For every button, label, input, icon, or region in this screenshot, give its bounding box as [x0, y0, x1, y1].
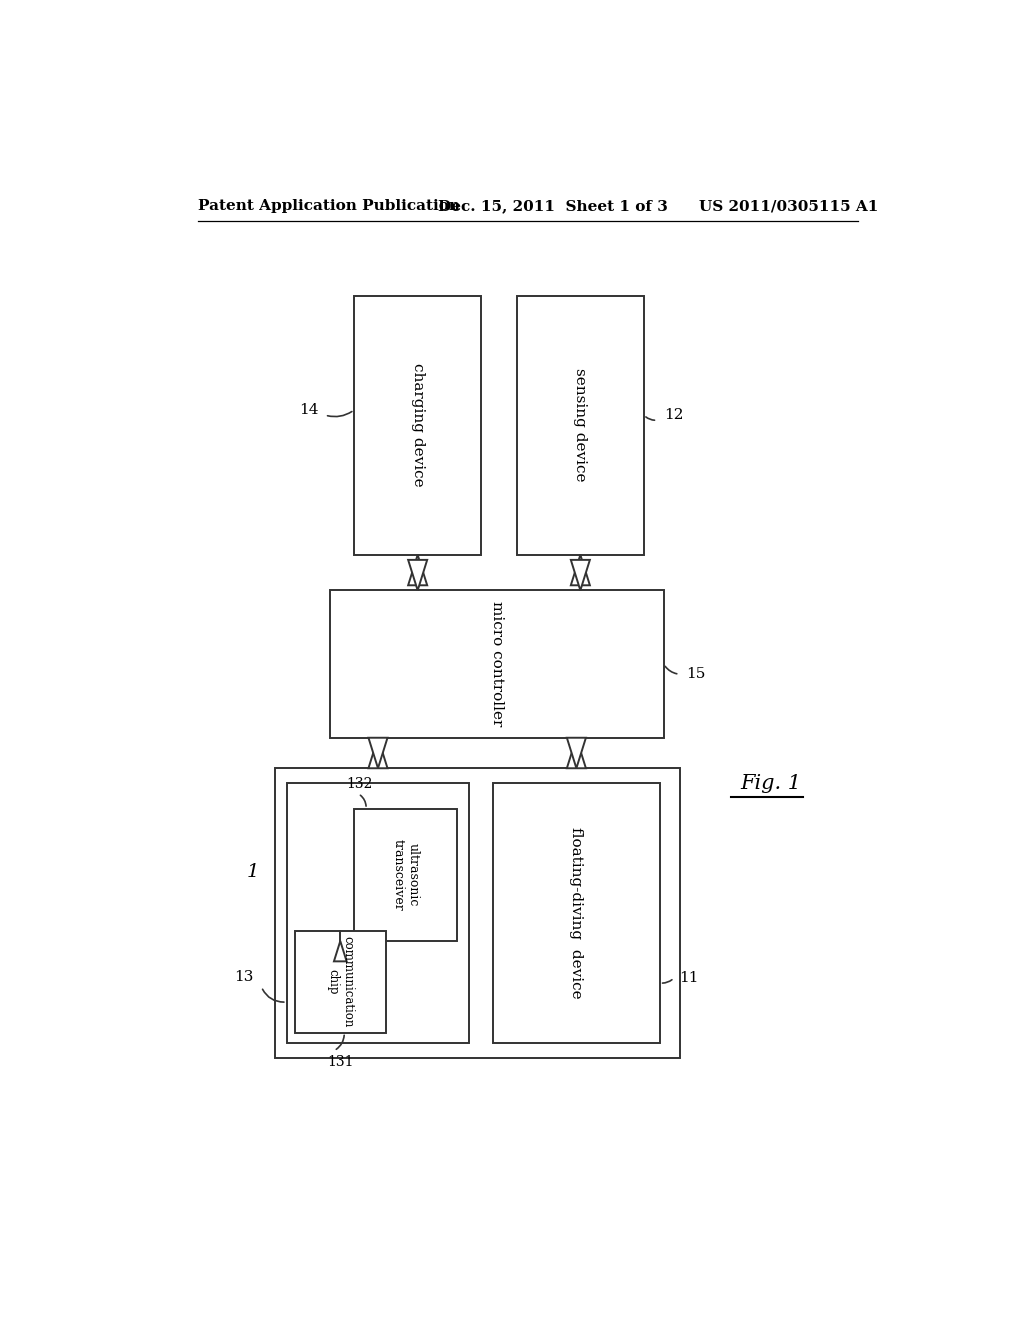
Polygon shape	[567, 738, 586, 768]
FancyBboxPatch shape	[331, 590, 664, 738]
Text: ultrasonic
transceiver: ultrasonic transceiver	[392, 840, 420, 911]
Text: communication
chip: communication chip	[327, 936, 354, 1027]
Text: floating-diving  device: floating-diving device	[569, 828, 584, 999]
FancyBboxPatch shape	[354, 296, 481, 554]
Text: 11: 11	[680, 972, 699, 985]
Text: 12: 12	[664, 408, 683, 422]
FancyBboxPatch shape	[517, 296, 644, 554]
FancyBboxPatch shape	[274, 768, 680, 1057]
Text: sensing device: sensing device	[573, 368, 588, 482]
Polygon shape	[570, 554, 590, 585]
FancyBboxPatch shape	[354, 809, 458, 941]
Polygon shape	[409, 560, 427, 590]
Polygon shape	[570, 560, 590, 590]
FancyBboxPatch shape	[287, 784, 469, 1043]
FancyBboxPatch shape	[494, 784, 659, 1043]
Text: US 2011/0305115 A1: US 2011/0305115 A1	[699, 199, 879, 213]
Polygon shape	[334, 941, 347, 961]
Polygon shape	[567, 738, 586, 768]
Text: Patent Application Publication: Patent Application Publication	[198, 199, 460, 213]
FancyBboxPatch shape	[295, 931, 386, 1032]
Text: 13: 13	[234, 970, 253, 983]
Text: Fig. 1: Fig. 1	[740, 774, 802, 793]
Text: 132: 132	[346, 776, 373, 791]
Polygon shape	[369, 738, 387, 768]
Polygon shape	[409, 554, 427, 585]
Text: 131: 131	[327, 1055, 353, 1069]
Polygon shape	[369, 738, 387, 768]
Text: Dec. 15, 2011  Sheet 1 of 3: Dec. 15, 2011 Sheet 1 of 3	[437, 199, 668, 213]
Text: micro controller: micro controller	[490, 602, 504, 727]
Text: 15: 15	[686, 667, 706, 681]
Text: charging device: charging device	[411, 363, 425, 487]
Text: 1: 1	[247, 863, 259, 882]
Text: 14: 14	[299, 403, 318, 417]
